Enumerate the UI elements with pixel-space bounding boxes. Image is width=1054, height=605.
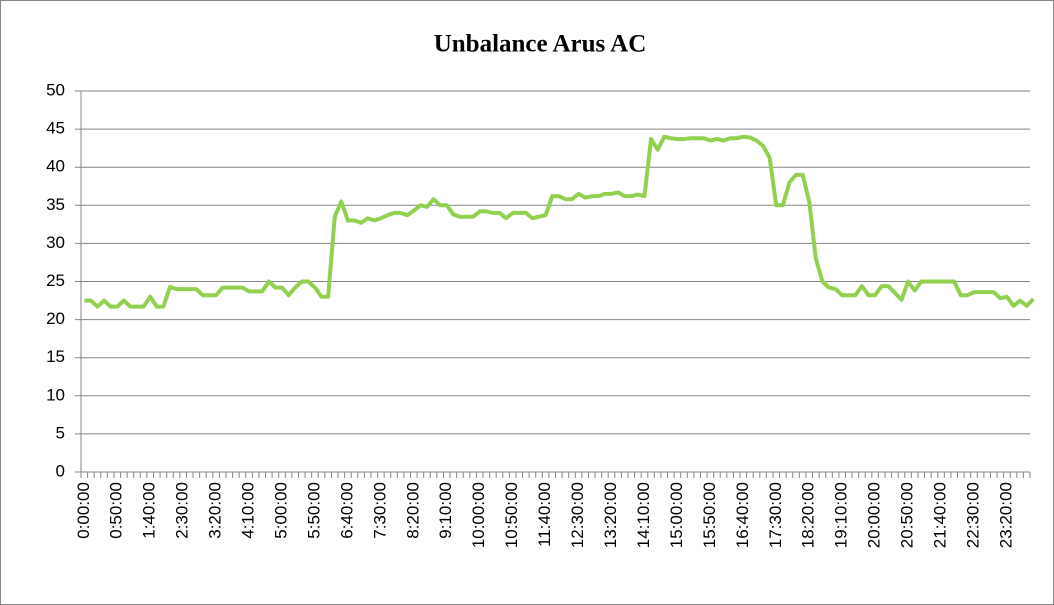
x-tick-label: 1:40:00 xyxy=(140,482,159,539)
x-tick-label: 16:40:00 xyxy=(733,482,752,548)
x-tick-label: 3:20:00 xyxy=(206,482,225,539)
y-tick-label: 25 xyxy=(46,271,65,290)
y-tick-label: 45 xyxy=(46,119,65,138)
y-tick-label: 50 xyxy=(46,80,65,99)
x-tick-label: 10:00:00 xyxy=(469,482,488,548)
data-line xyxy=(84,134,1035,309)
x-tick-label: 2:30:00 xyxy=(173,482,192,539)
x-tick-label: 18:20:00 xyxy=(799,482,818,548)
chart-title: Unbalance Arus AC xyxy=(434,31,647,58)
x-tick-label: 4:10:00 xyxy=(239,482,258,539)
x-tick-label: 21:40:00 xyxy=(931,482,950,548)
x-tick-label: 9:10:00 xyxy=(436,482,455,539)
y-tick-label: 15 xyxy=(46,347,65,366)
x-tick-label: 15:50:00 xyxy=(700,482,719,548)
x-tick-label: 12:30:00 xyxy=(568,482,587,548)
x-tick-label: 11:40:00 xyxy=(535,482,554,547)
x-tick-label: 0:00:00 xyxy=(74,482,93,539)
y-tick-label: 20 xyxy=(46,309,65,328)
x-tick-label: 5:50:00 xyxy=(304,482,323,539)
y-tick-label: 10 xyxy=(46,385,65,404)
x-tick-label: 8:20:00 xyxy=(403,482,422,539)
x-tick-label: 23:20:00 xyxy=(996,482,1015,548)
x-tick-label: 7:30:00 xyxy=(370,482,389,539)
x-tick-label: 17:30:00 xyxy=(766,482,785,548)
y-tick-label: 40 xyxy=(46,157,65,176)
x-tick-label: 20:50:00 xyxy=(898,482,917,548)
x-tick-label: 13:20:00 xyxy=(601,482,620,548)
x-tick-label: 22:30:00 xyxy=(963,482,982,548)
y-tick-label: 35 xyxy=(46,195,65,214)
x-tick-label: 20:00:00 xyxy=(865,482,884,548)
x-tick-label: 14:10:00 xyxy=(634,482,653,548)
y-tick-label: 0 xyxy=(56,461,65,480)
x-tick-label: 10:50:00 xyxy=(502,482,521,548)
x-tick-label: 15:00:00 xyxy=(667,482,686,548)
y-tick-label: 5 xyxy=(56,423,65,442)
y-tick-label: 30 xyxy=(46,233,65,252)
x-tick-label: 5:00:00 xyxy=(271,482,290,539)
x-tick-label: 0:50:00 xyxy=(107,482,126,539)
x-tick-label: 6:40:00 xyxy=(337,482,356,539)
x-tick-label: 19:10:00 xyxy=(832,482,851,548)
